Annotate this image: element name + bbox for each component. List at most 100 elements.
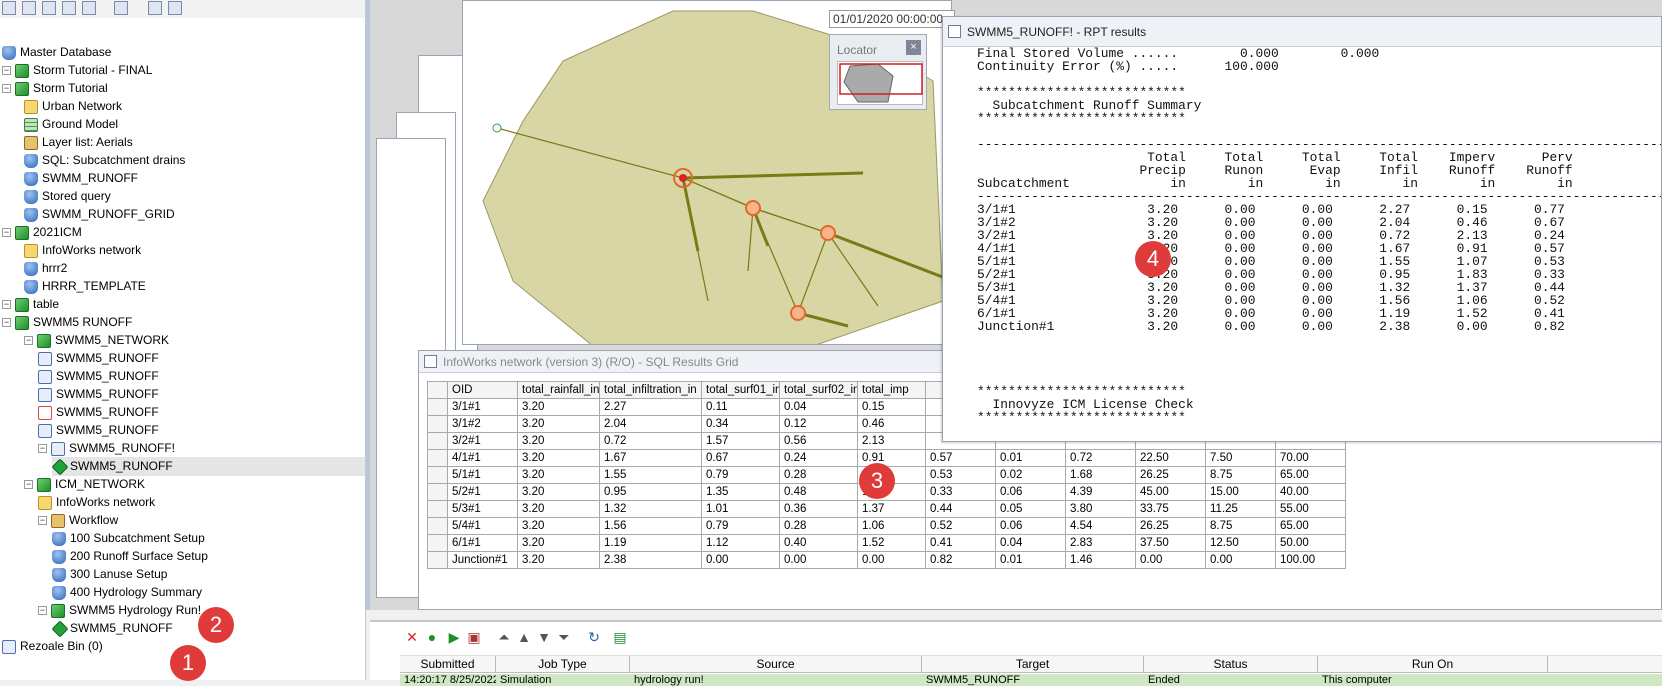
grid-cell[interactable]: 0.06 [995, 483, 1066, 501]
grid-cell[interactable]: 15.00 [1205, 483, 1276, 501]
grid-cell[interactable]: 26.25 [1135, 466, 1206, 484]
grid-cell[interactable]: 7.50 [1205, 449, 1276, 467]
job-column-header[interactable]: Job Type [496, 656, 630, 672]
grid-row-header[interactable] [427, 415, 448, 433]
graph-icon[interactable]: ▣ [467, 629, 481, 645]
tree-item[interactable]: Stored query [24, 187, 365, 206]
job-column-header[interactable]: Submitted [400, 656, 496, 672]
grid-cell[interactable]: 0.12 [779, 415, 858, 433]
grid-cell[interactable]: 5/4#1 [447, 517, 518, 535]
grid-cell[interactable]: 0.82 [925, 551, 996, 569]
tree-item[interactable]: Layer list: Aerials [24, 133, 365, 152]
refresh-icon[interactable] [22, 1, 36, 15]
collapse-toggle-icon[interactable]: − [2, 65, 11, 76]
tree-item[interactable]: Rezoale Bin (0) [2, 637, 365, 656]
grid-cell[interactable]: 0.91 [857, 449, 926, 467]
run-icon[interactable]: ▶ [448, 629, 460, 645]
export-jobs-icon[interactable]: ▤ [613, 629, 627, 645]
grid-cell[interactable]: 3.20 [517, 432, 600, 450]
tree-item[interactable]: − 2021ICM [2, 223, 365, 242]
grid-cell[interactable]: 0.40 [779, 534, 858, 552]
find-icon[interactable] [114, 1, 128, 15]
grid-cell[interactable]: 3/1#1 [447, 398, 518, 416]
grid-cell[interactable]: 22.50 [1135, 449, 1206, 467]
grid-row-header[interactable] [427, 534, 448, 552]
grid-cell[interactable]: 0.05 [995, 500, 1066, 518]
grid-cell[interactable]: 1.68 [1065, 466, 1136, 484]
up-icon[interactable] [2, 1, 16, 15]
tree-item[interactable]: HRRR_TEMPLATE [24, 277, 365, 296]
job-column-header[interactable]: Source [630, 656, 922, 672]
tree-item[interactable]: − Storm Tutorial - FINAL [2, 61, 365, 80]
move-top-icon[interactable]: ⏶ [498, 629, 510, 645]
grid-cell[interactable]: 0.72 [1065, 449, 1136, 467]
tree-item[interactable]: 400 Hydrology Summary [52, 583, 365, 602]
grid-row[interactable]: 5/2#13.200.951.350.481.830.330.064.3945.… [427, 483, 1346, 501]
grid-row-header[interactable] [427, 517, 448, 535]
grid-cell[interactable]: 1.67 [599, 449, 702, 467]
grid-row-header[interactable] [427, 466, 448, 484]
grid-corner[interactable] [427, 381, 448, 399]
collapse-toggle-icon[interactable]: − [38, 443, 47, 454]
grid-cell[interactable]: 0.33 [925, 483, 996, 501]
grid-cell[interactable]: 2.83 [1065, 534, 1136, 552]
tree-item[interactable]: hrrr2 [24, 259, 365, 278]
grid-cell[interactable]: 0.34 [701, 415, 780, 433]
grid-row-header[interactable] [427, 432, 448, 450]
grid-row-header[interactable] [427, 551, 448, 569]
grid-cell[interactable]: 0.00 [857, 551, 926, 569]
grid-cell[interactable]: 0.00 [701, 551, 780, 569]
filter-icon[interactable] [168, 1, 182, 15]
grid-column-header[interactable]: total_infiltration_in [599, 381, 702, 399]
grid-row[interactable]: 5/3#1 3.20 1.32 1.01 0.36 1.37 0.44 0.05 3.80 33.… [427, 500, 1346, 518]
grid-cell[interactable]: 1.19 [599, 534, 702, 552]
grid-cell[interactable]: 11.25 [1205, 500, 1276, 518]
grid-cell[interactable]: 1.06 [857, 517, 926, 535]
grid-cell[interactable]: 1.56 [599, 517, 702, 535]
grid-cell[interactable]: 0.04 [995, 534, 1066, 552]
rpt-results-title-bar[interactable]: SWMM5_RUNOFF! - RPT results [943, 17, 1661, 47]
grid-cell[interactable]: 65.00 [1275, 466, 1346, 484]
tree-item[interactable]: InfoWorks network [38, 493, 365, 512]
grid-cell[interactable]: 0.28 [779, 517, 858, 535]
grid-row[interactable]: 4/1#1 3.20 1.67 0.67 0.24 0.91 0.57 0.01 0.72 22.… [427, 449, 1346, 467]
tree-item[interactable]: − SWMM5_NETWORK [24, 331, 365, 350]
tree-item[interactable]: SQL: Subcatchment drains [24, 151, 365, 170]
grid-cell[interactable]: 3/2#1 [447, 432, 518, 450]
grid-cell[interactable]: 70.00 [1275, 449, 1346, 467]
tree-item[interactable]: − table [2, 295, 365, 314]
grid-cell[interactable]: 0.72 [599, 432, 702, 450]
grid-cell[interactable]: 1.52 [857, 534, 926, 552]
grid-cell[interactable]: 0.67 [701, 449, 780, 467]
grid-cell[interactable]: 0.79 [701, 517, 780, 535]
grid-cell[interactable]: 0.24 [779, 449, 858, 467]
grid-cell[interactable]: 0.48 [779, 483, 858, 501]
move-bottom-icon[interactable]: ⏷ [558, 629, 570, 645]
abort-icon[interactable]: ✕ [406, 629, 418, 645]
grid-cell[interactable]: 0.00 [1205, 551, 1276, 569]
geoplan-map[interactable] [463, 1, 952, 345]
properties-icon[interactable] [62, 1, 76, 15]
locator-window[interactable]: Locator × [829, 34, 927, 110]
grid-column-header[interactable]: total_surf02_in [779, 381, 858, 399]
grid-row[interactable]: 5/4#1 3.20 1.56 0.79 0.28 1.06 0.52 0.06 4.54 26.… [427, 517, 1346, 535]
grid-cell[interactable]: 3.20 [517, 483, 600, 501]
list-icon[interactable] [42, 1, 56, 15]
grid-cell[interactable]: 0.00 [1135, 551, 1206, 569]
grid-cell[interactable]: 5/3#1 [447, 500, 518, 518]
tree-item[interactable]: Ground Model [24, 115, 365, 134]
grid-cell[interactable]: 0.57 [925, 449, 996, 467]
job-column-header[interactable]: Target [922, 656, 1144, 672]
grid-cell[interactable]: 4.54 [1065, 517, 1136, 535]
grid-cell[interactable]: 65.00 [1275, 517, 1346, 535]
grid-cell[interactable]: 8.75 [1205, 466, 1276, 484]
grid-cell[interactable]: 55.00 [1275, 500, 1346, 518]
collapse-toggle-icon[interactable]: − [38, 515, 47, 526]
grid-cell[interactable]: 0.41 [925, 534, 996, 552]
grid-cell[interactable]: 2.38 [599, 551, 702, 569]
grid-cell[interactable]: 1.32 [599, 500, 702, 518]
grid-cell[interactable]: 4.39 [1065, 483, 1136, 501]
sort-icon[interactable] [82, 1, 96, 15]
grid-column-header[interactable]: total_surf01_in [701, 381, 780, 399]
grid-cell[interactable]: 5/2#1 [447, 483, 518, 501]
